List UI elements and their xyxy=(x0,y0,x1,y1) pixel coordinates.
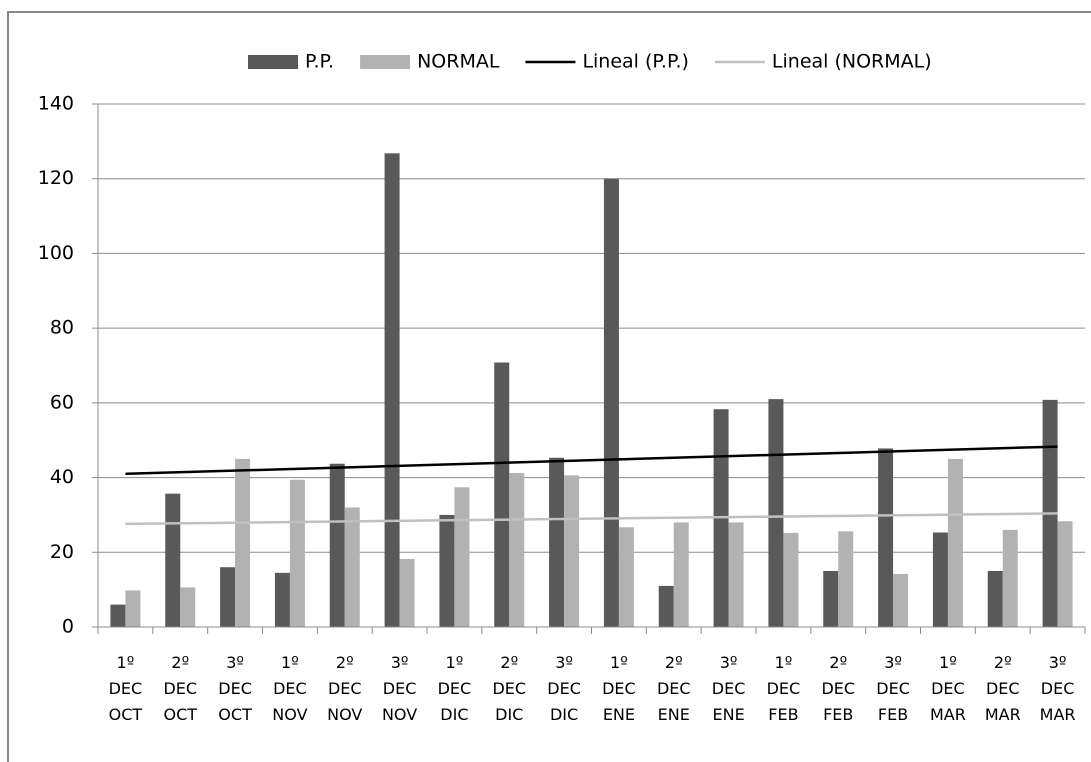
bar xyxy=(1057,521,1073,627)
x-tick-label: 3º DEC FEB xyxy=(876,653,910,724)
bar xyxy=(1002,529,1018,627)
x-tick-label: 3º DEC DIC xyxy=(547,653,581,724)
x-tick-label: 1º DEC OCT xyxy=(109,653,143,724)
bar xyxy=(618,527,634,627)
bar xyxy=(603,178,619,627)
y-tick-label: 20 xyxy=(50,541,74,563)
bar xyxy=(947,458,963,627)
y-tick-label: 40 xyxy=(50,466,74,488)
bar xyxy=(289,479,305,627)
bar xyxy=(673,522,689,627)
bar xyxy=(180,587,196,627)
x-tick-label: 2º DEC FEB xyxy=(821,653,855,724)
legend-label: Lineal (NORMAL) xyxy=(772,51,932,73)
x-tick-label: 2º DEC ENE xyxy=(657,653,691,724)
y-tick-label: 80 xyxy=(50,317,74,339)
x-tick-label: 2º DEC MAR xyxy=(985,653,1021,724)
bar xyxy=(454,487,470,627)
chart-frame xyxy=(7,11,1091,762)
y-tick-label: 120 xyxy=(38,167,74,189)
bar xyxy=(125,590,141,627)
x-tick-label: 3º DEC MAR xyxy=(1040,653,1076,724)
x-tick-label: 2º DEC OCT xyxy=(163,653,197,724)
bar xyxy=(399,559,415,627)
legend-swatch xyxy=(248,55,298,69)
bar xyxy=(838,531,854,627)
bar xyxy=(893,573,909,627)
bar xyxy=(494,362,510,627)
x-tick-label: 2º DEC DIC xyxy=(492,653,526,724)
y-tick-label: 0 xyxy=(62,616,74,638)
bar xyxy=(768,399,784,627)
x-tick-label: 1º DEC ENE xyxy=(602,653,636,724)
bar xyxy=(110,604,126,627)
legend: P.P. NORMAL Lineal (P.P.) Lineal (NORMAL) xyxy=(248,51,932,73)
x-tick-label: 1º DEC MAR xyxy=(930,653,966,724)
bar xyxy=(549,457,565,627)
bar xyxy=(235,458,251,627)
legend-label: NORMAL xyxy=(417,51,500,73)
legend-label: P.P. xyxy=(305,51,334,73)
bar xyxy=(878,448,894,627)
bar xyxy=(823,570,839,627)
bar xyxy=(165,493,181,627)
legend-swatch xyxy=(360,55,411,69)
bar xyxy=(220,567,236,627)
trend-line xyxy=(125,445,1058,476)
bar xyxy=(564,475,580,627)
y-tick-label: 140 xyxy=(38,93,74,115)
legend-label: Lineal (P.P.) xyxy=(582,51,688,73)
bar xyxy=(509,473,525,627)
y-tick-label: 60 xyxy=(50,391,74,413)
bar xyxy=(439,514,455,627)
x-tick-label: 3º DEC NOV xyxy=(382,653,417,724)
x-tick-label: 1º DEC FEB xyxy=(767,653,801,724)
bar xyxy=(932,532,948,627)
bar xyxy=(384,153,400,627)
trend-line xyxy=(125,512,1058,526)
bar xyxy=(658,585,674,627)
x-tick-label: 2º DEC NOV xyxy=(327,653,362,724)
bar xyxy=(987,570,1003,627)
x-tick-label: 1º DEC DIC xyxy=(438,653,472,724)
bar xyxy=(274,572,290,627)
y-tick-label: 100 xyxy=(38,242,74,264)
x-tick-label: 3º DEC ENE xyxy=(712,653,746,724)
x-tick-label: 1º DEC NOV xyxy=(272,653,307,724)
bar xyxy=(783,532,799,627)
bar xyxy=(728,522,744,627)
bar xyxy=(329,463,345,627)
bar xyxy=(344,507,360,627)
x-tick-label: 3º DEC OCT xyxy=(218,653,252,724)
